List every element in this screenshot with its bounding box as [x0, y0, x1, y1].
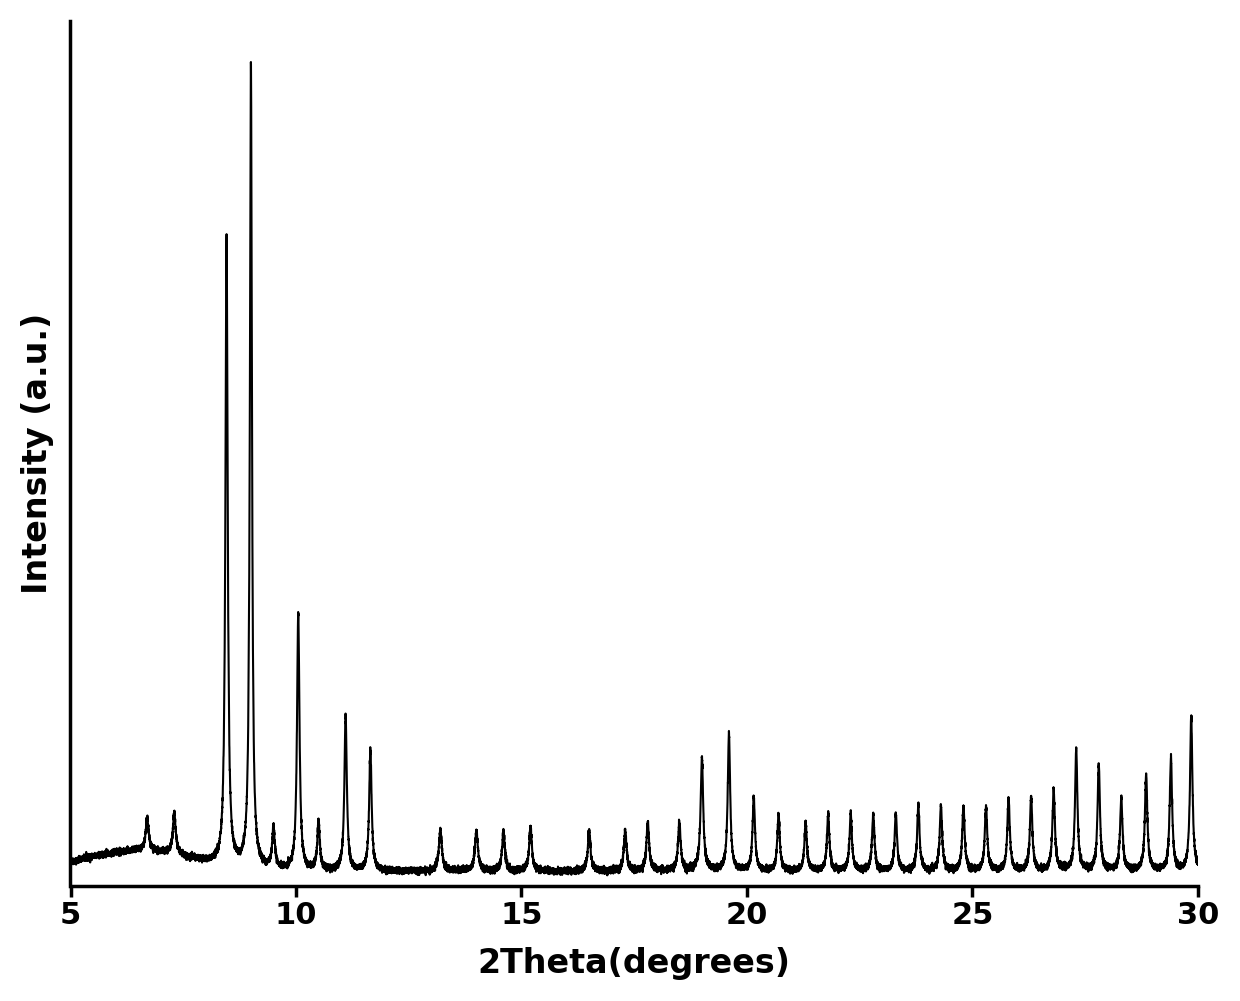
X-axis label: 2Theta(degrees): 2Theta(degrees) — [477, 947, 791, 980]
Y-axis label: Intensity (a.u.): Intensity (a.u.) — [21, 312, 53, 594]
